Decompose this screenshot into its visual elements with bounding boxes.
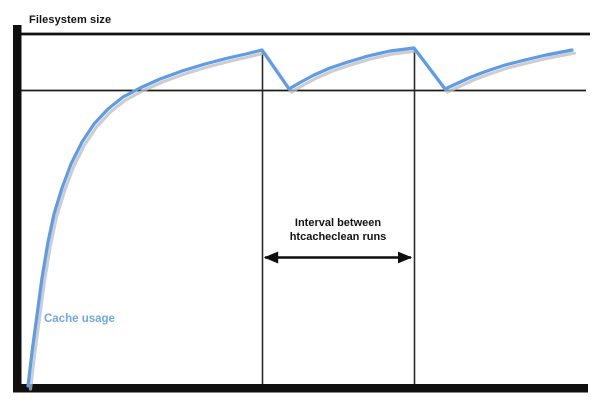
- filesystem-size-label: Filesystem size: [29, 14, 112, 26]
- interval-label-line2: htcacheclean runs: [289, 230, 387, 243]
- x-axis-bar: [13, 384, 588, 393]
- y-axis-bar: [13, 25, 22, 393]
- cache-usage-curve: [26, 46, 574, 388]
- cache-usage-curve-shadow: [28, 49, 577, 391]
- interval-label-line1: Interval between: [294, 217, 382, 229]
- interval-label: Interval between htcacheclean runs: [263, 217, 413, 244]
- cache-usage-label: Cache usage: [44, 313, 115, 325]
